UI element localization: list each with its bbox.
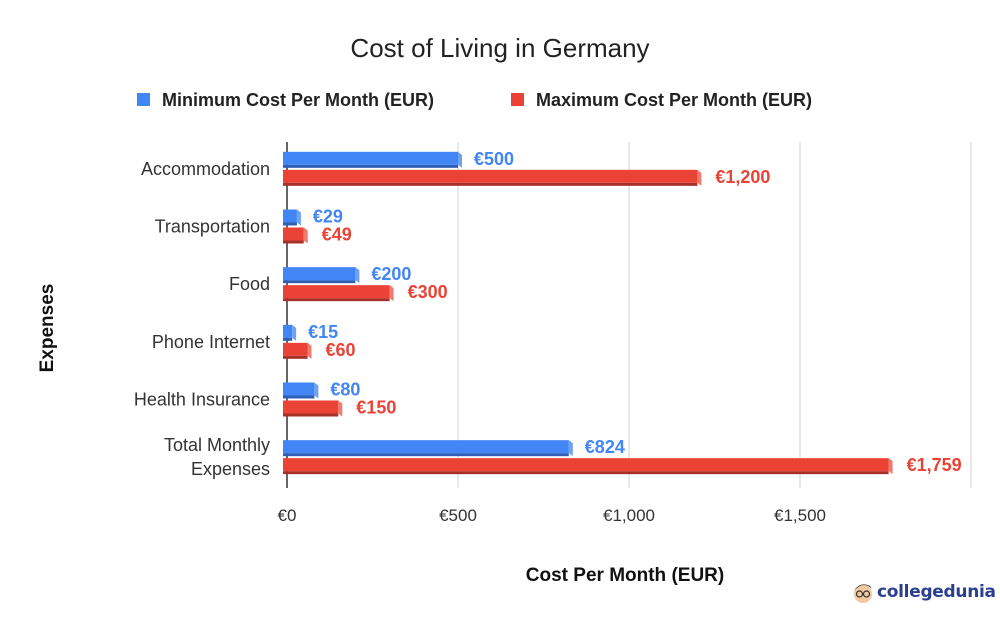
- bar-shadow: [283, 182, 698, 186]
- legend-swatch: [511, 93, 524, 106]
- bar-shadow: [283, 240, 304, 244]
- bar-shadow: [283, 164, 458, 168]
- category-label: Accommodation: [141, 159, 270, 179]
- data-label: €200: [371, 264, 411, 284]
- bar: [283, 209, 297, 223]
- data-label: €150: [356, 398, 396, 418]
- bar: [283, 285, 390, 299]
- category-label: Phone Internet: [152, 332, 270, 352]
- bar: [283, 458, 889, 472]
- bar-side: [697, 169, 702, 186]
- bar-shadow: [283, 471, 889, 475]
- bar-shadow: [283, 355, 308, 359]
- bar-side: [355, 267, 360, 284]
- bar-shadow: [283, 413, 339, 417]
- bar: [283, 324, 293, 338]
- collegedunia-logo: collegedunia: [852, 580, 996, 604]
- data-label: €824: [585, 437, 625, 457]
- data-label: €49: [322, 225, 352, 245]
- y-axis-label: Expenses: [37, 284, 58, 373]
- bar-side: [314, 382, 319, 399]
- bar: [283, 151, 458, 165]
- legend-swatch: [137, 93, 150, 106]
- bar-side: [292, 324, 297, 341]
- category-label: Health Insurance: [134, 390, 270, 410]
- bar: [283, 342, 308, 356]
- bar-shadow: [283, 298, 390, 302]
- category-label: Total Monthly: [164, 435, 270, 455]
- bar: [283, 267, 356, 281]
- data-label: €1,759: [907, 455, 962, 475]
- bar: [283, 227, 304, 241]
- data-label: €1,200: [715, 167, 770, 187]
- category-label: Transportation: [155, 217, 270, 237]
- data-label: €60: [326, 340, 356, 360]
- bar-shadow: [283, 337, 293, 341]
- legend-label: Minimum Cost Per Month (EUR): [162, 90, 434, 110]
- x-tick-label: €0: [278, 506, 297, 525]
- data-label: €29: [313, 207, 343, 227]
- category-label: Expenses: [191, 459, 270, 479]
- x-tick-label: €500: [439, 506, 477, 525]
- data-label: €15: [308, 322, 338, 342]
- category-label: Food: [229, 274, 270, 294]
- bar-side: [389, 285, 394, 302]
- bar-shadow: [283, 280, 356, 284]
- data-label: €300: [408, 282, 448, 302]
- data-label: €500: [474, 149, 514, 169]
- chart-title: Cost of Living in Germany: [350, 33, 649, 63]
- mascot-icon: [854, 584, 872, 603]
- bar-side: [338, 400, 343, 417]
- data-label: €80: [330, 380, 360, 400]
- bar: [283, 169, 698, 183]
- x-axis-label: Cost Per Month (EUR): [526, 565, 724, 586]
- bar: [283, 400, 339, 414]
- bar: [283, 382, 315, 396]
- x-tick-label: €1,000: [603, 506, 655, 525]
- legend-label: Maximum Cost Per Month (EUR): [536, 90, 812, 110]
- x-tick-label: €1,500: [774, 506, 826, 525]
- bar-shadow: [283, 395, 315, 399]
- bar-side: [568, 440, 573, 457]
- bar-side: [888, 458, 893, 475]
- bar-side: [296, 209, 301, 226]
- bar-side: [458, 151, 462, 168]
- bar-side: [303, 227, 308, 244]
- bar-shadow: [283, 222, 297, 226]
- logo-text: collegedunia: [877, 582, 996, 602]
- bar: [283, 440, 569, 454]
- bar-side: [307, 342, 312, 359]
- bar-shadow: [283, 453, 569, 457]
